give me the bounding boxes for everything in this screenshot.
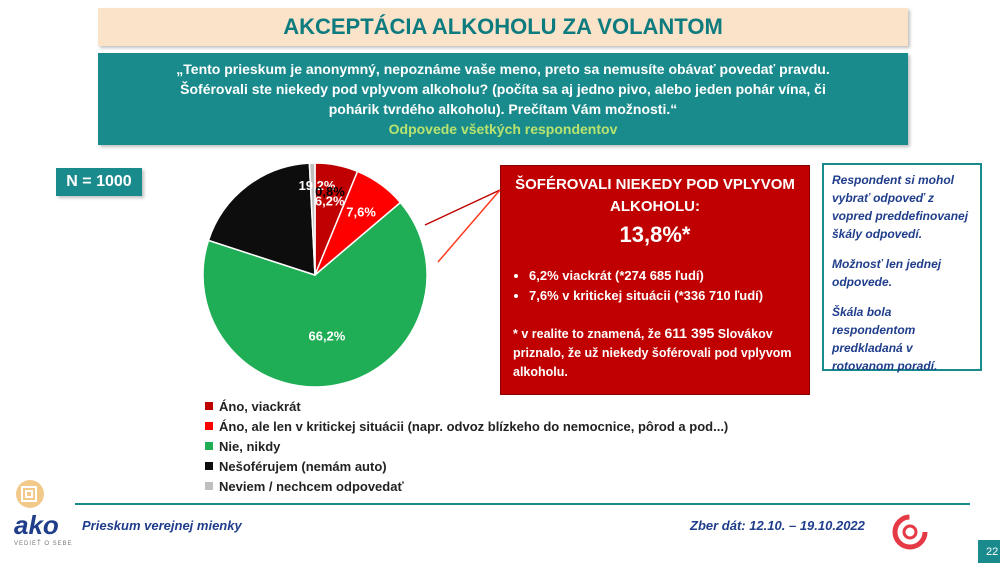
- partner-logo-icon: [892, 514, 928, 550]
- highlight-box: ŠOFÉROVALI NIEKEDY POD VPLYVOM ALKOHOLU:…: [500, 165, 810, 395]
- legend-swatch: [205, 422, 213, 430]
- pie-slice: [207, 162, 316, 277]
- legend-label: Áno, ale len v kritickej situácii (napr.…: [219, 418, 729, 434]
- footer-collection-dates: Zber dát: 12.10. – 19.10.2022: [690, 518, 865, 533]
- highlight-list: 6,2% viackrát (*274 685 ľudí) 7,6% v kri…: [513, 266, 797, 306]
- legend-item: Áno, viackrát: [205, 396, 728, 416]
- sample-size-badge: N = 1000: [56, 168, 142, 196]
- highlight-bullet: 7,6% v kritickej situácii (*336 710 ľudí…: [529, 286, 797, 306]
- footer-survey-label: Prieskum verejnej mienky: [82, 518, 242, 533]
- note-line: Respondent si mohol vybrať odpoveď z vop…: [832, 173, 969, 241]
- pie-data-label: 0,8%: [315, 184, 345, 199]
- page-title: AKCEPTÁCIA ALKOHOLU ZA VOLANTOM: [283, 14, 723, 39]
- note-line: Škála bola respondentom predkladaná v ro…: [832, 305, 938, 373]
- pie-data-label: 6,2%: [315, 193, 345, 208]
- highlight-total: 13,8%*: [619, 222, 691, 247]
- pie-chart: 6,2%7,6% 66,2% 19,2%0,8%: [202, 162, 428, 388]
- question-subtitle: Odpovede všetkých respondentov: [388, 121, 618, 137]
- legend-item: Nešoférujem (nemám auto): [205, 456, 728, 476]
- footer-divider: [75, 503, 970, 505]
- legend-swatch: [205, 402, 213, 410]
- ako-logo-text: ako: [14, 510, 59, 540]
- footnote-suffix: Slovákov priznalo, že už niekedy šoférov…: [513, 327, 792, 379]
- legend-label: Áno, viackrát: [219, 398, 301, 414]
- methodology-note: Respondent si mohol vybrať odpoveď z vop…: [822, 163, 982, 373]
- pie-data-label: 66,2%: [308, 328, 345, 343]
- question-box: „Tento prieskum je anonymný, nepoznáme v…: [98, 53, 908, 145]
- highlight-bullet: 6,2% viackrát (*274 685 ľudí): [529, 266, 797, 286]
- legend-swatch: [205, 482, 213, 490]
- pie-slice: [308, 162, 316, 276]
- pie-data-label: 19,2%: [299, 178, 336, 193]
- page-title-banner: AKCEPTÁCIA ALKOHOLU ZA VOLANTOM: [98, 8, 908, 46]
- legend-swatch: [205, 442, 213, 450]
- footnote-prefix: * v realite to znamená, že: [513, 327, 661, 341]
- ako-tagline: VEDIEŤ O SEBE: [14, 541, 73, 547]
- legend-swatch: [205, 462, 213, 470]
- pie-data-label: 7,6%: [346, 205, 376, 220]
- chart-legend: Áno, viackrát Áno, ale len v kritickej si…: [205, 396, 728, 496]
- highlight-footnote: * v realite to znamená, že 611 395 Slová…: [513, 324, 797, 382]
- note-line: Možnosť len jednej odpovede.: [832, 257, 942, 289]
- legend-label: Neviem / nechcem odpovedať: [219, 478, 404, 494]
- question-text: „Tento prieskum je anonymný, nepoznáme v…: [176, 61, 830, 117]
- highlight-heading: ŠOFÉROVALI NIEKEDY POD VPLYVOM ALKOHOLU:: [515, 176, 795, 215]
- page-number: 22: [978, 540, 1000, 563]
- footnote-number: 611 395: [664, 325, 715, 341]
- legend-item: Neviem / nechcem odpovedať: [205, 476, 728, 496]
- legend-label: Nešoférujem (nemám auto): [219, 458, 387, 474]
- legend-item: Nie, nikdy: [205, 436, 728, 456]
- ako-brain-icon: [16, 480, 44, 508]
- pie-slice: [202, 201, 428, 388]
- legend-label: Nie, nikdy: [219, 438, 281, 454]
- legend-item: Áno, ale len v kritickej situácii (napr.…: [205, 416, 728, 436]
